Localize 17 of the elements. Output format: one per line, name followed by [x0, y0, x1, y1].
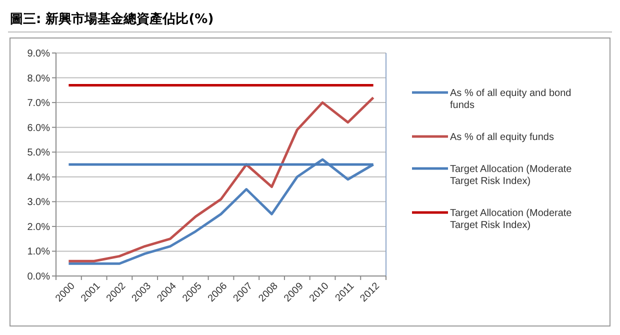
y-tick-label: 4.0%	[27, 172, 50, 184]
y-tick-label: 2.0%	[27, 222, 50, 233]
line-series	[67, 158, 375, 265]
y-tick-label: 7.0%	[27, 98, 50, 110]
line-series	[67, 96, 375, 262]
y-tick-label: 9.0%	[27, 48, 50, 60]
legend-label: Target Allocation (Moderate Target Risk Index)	[450, 208, 572, 231]
y-tick-label: 6.0%	[27, 122, 50, 134]
legend-label: As % of all equity and bond funds	[450, 88, 572, 111]
y-tick-label: 5.0%	[27, 148, 50, 159]
legend-label: Target Allocation (Moderate Target Risk Index)	[450, 164, 572, 187]
y-tick-label: 0.0%	[27, 272, 50, 282]
y-tick-label: 8.0%	[27, 73, 50, 84]
legend-label: As % of all equity funds	[450, 132, 554, 143]
y-tick-label: 1.0%	[27, 246, 50, 258]
chart-title: 圖三: 新興市場基金總資產佔比(%)	[10, 11, 214, 27]
y-tick-label: 3.0%	[27, 197, 50, 208]
